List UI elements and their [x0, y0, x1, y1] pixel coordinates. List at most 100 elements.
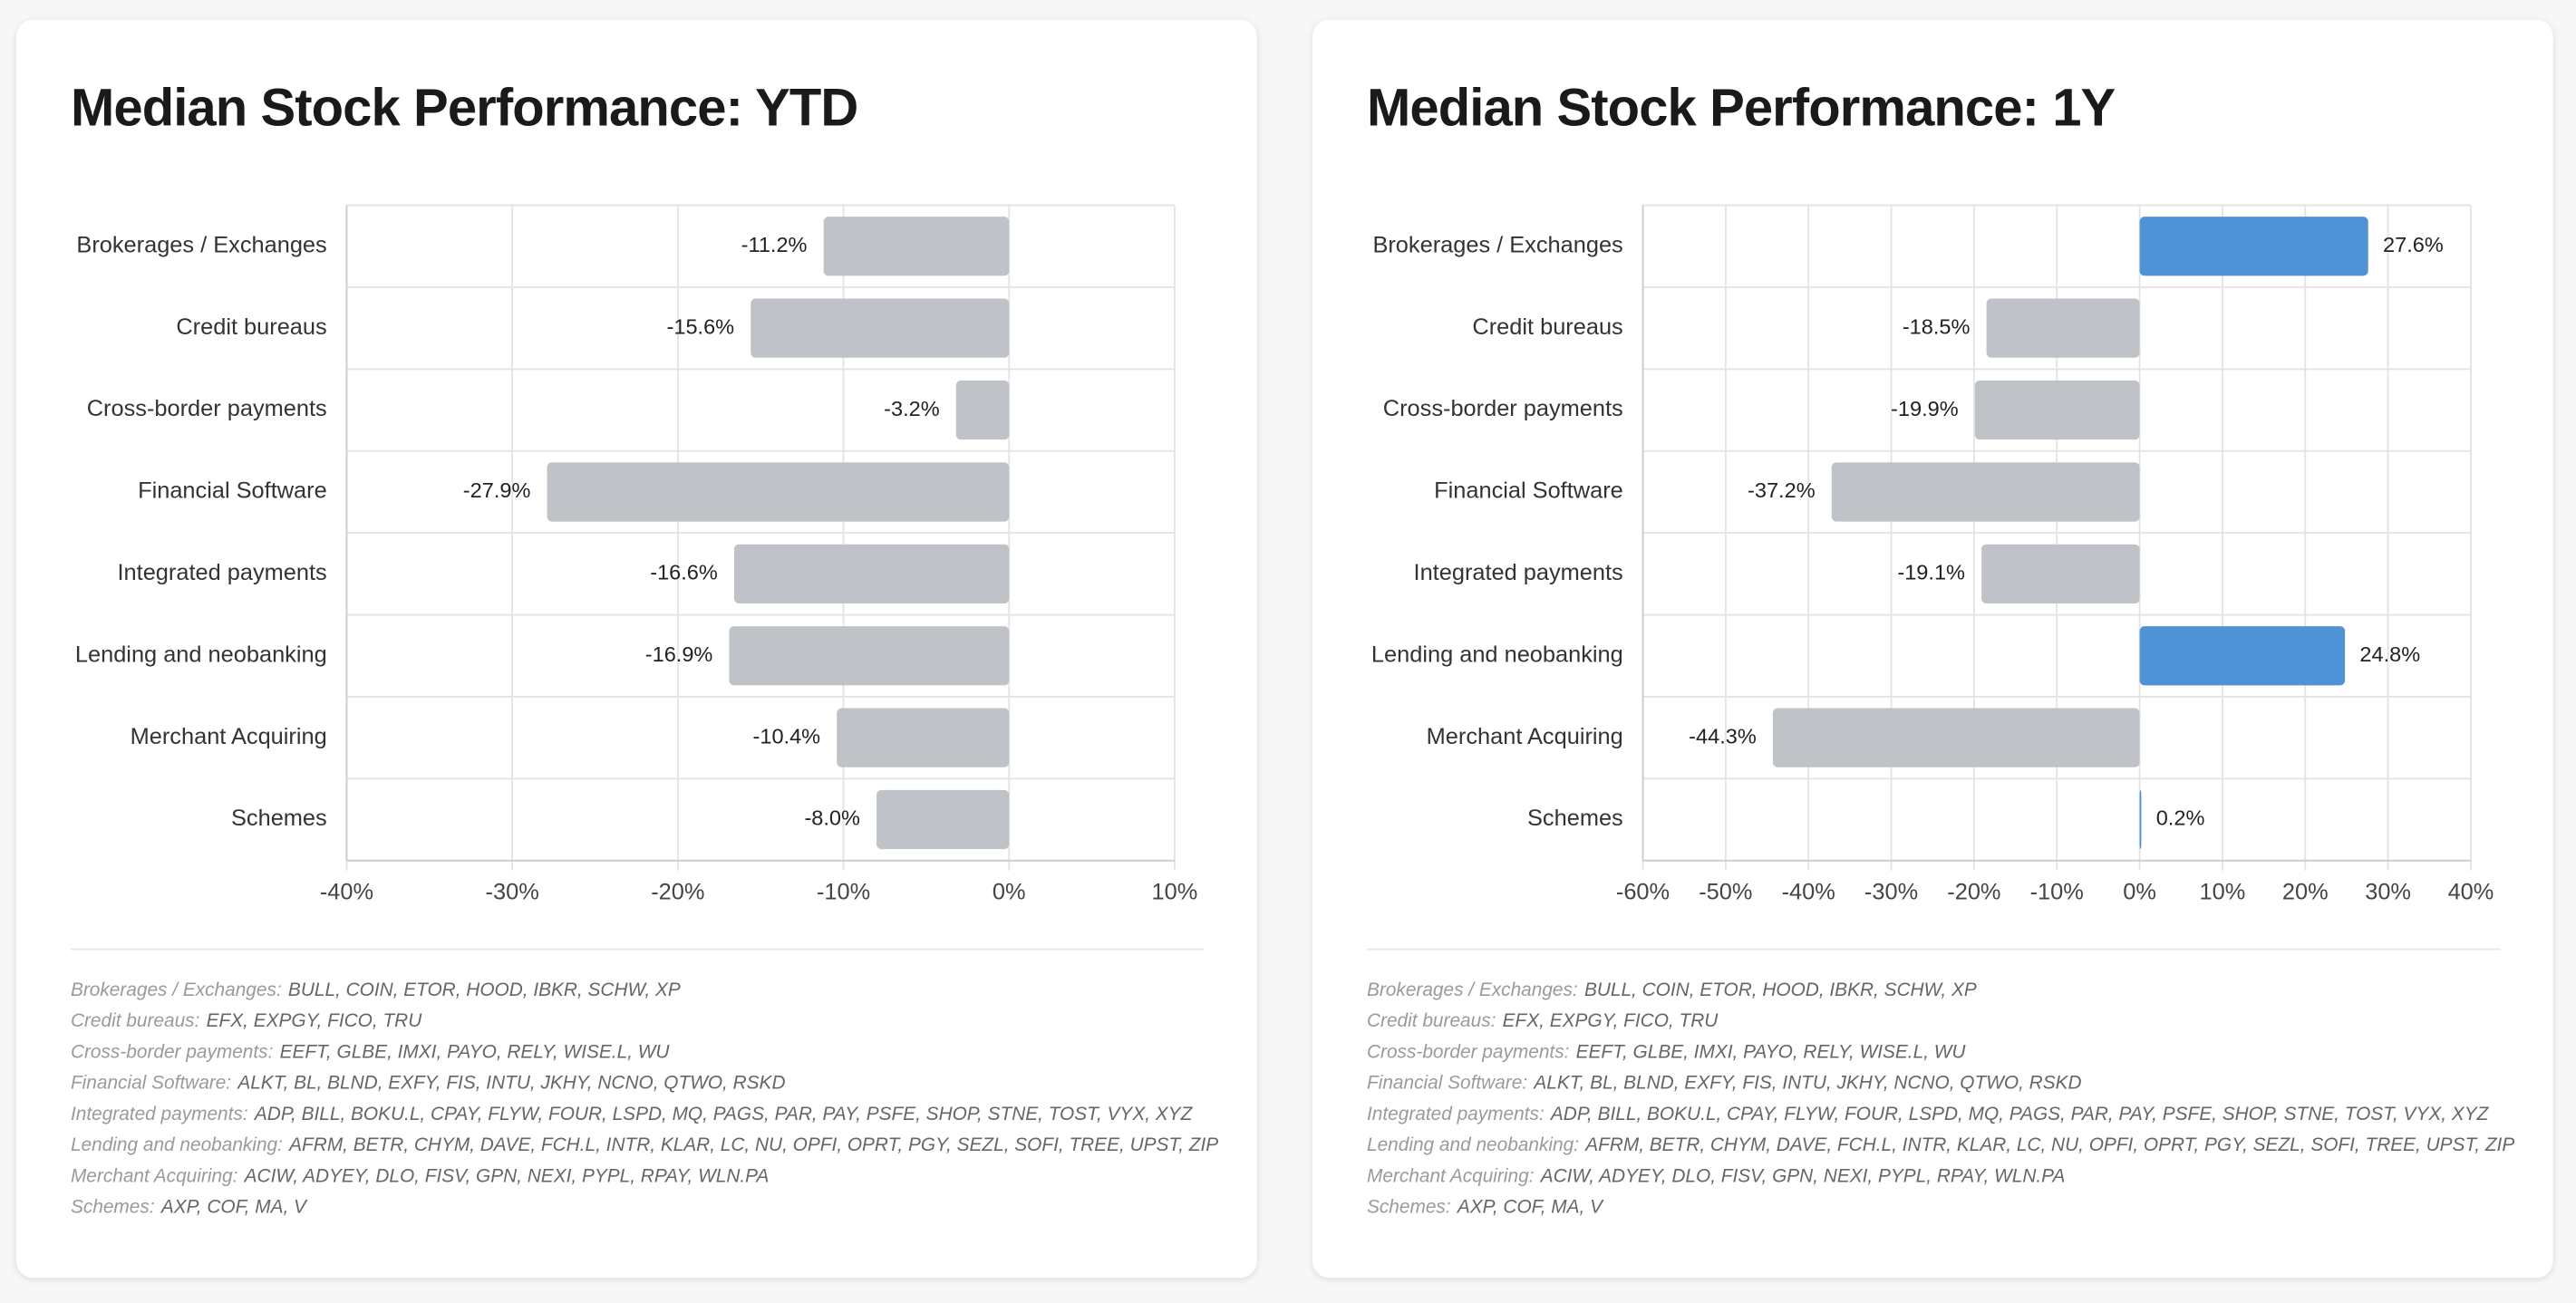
value-label: -19.1% [1897, 561, 1965, 584]
value-label: 0.2% [2156, 806, 2205, 830]
value-label: -37.2% [1748, 478, 1816, 502]
note: Financial Software: ALKT, BL, BLND, EXFY,… [1367, 1072, 2082, 1093]
value-label: -11.2% [741, 233, 808, 256]
x-tick-label: -30% [1864, 880, 1918, 905]
note-label: Brokerages / Exchanges: [71, 979, 282, 999]
note-label: Merchant Acquiring: [71, 1165, 237, 1186]
value-label: -3.2% [884, 397, 940, 420]
value-label: -44.3% [1689, 724, 1757, 748]
bar [733, 544, 1010, 603]
chart-card: Median Stock Performance: YTD -40% -30% -20… [16, 19, 1257, 1279]
note-tickers: EFX, EXPGY, FICO, TRU [207, 1010, 423, 1031]
note-tickers: AFRM, BETR, CHYM, DAVE, FCH.L, INTR, KLA… [1583, 1134, 2514, 1155]
x-tick-label: -10% [2030, 880, 2084, 905]
bar [823, 217, 1010, 276]
note-label: Credit bureaus: [1367, 1010, 1496, 1031]
value-label: 24.8% [2359, 642, 2420, 666]
bar [729, 626, 1010, 686]
value-label: -16.6% [650, 561, 718, 584]
x-tick-label: 0% [993, 880, 1026, 905]
chart-card: Median Stock Performance: 1Y -60% -50% -40%… [1312, 19, 2553, 1279]
bar [1831, 462, 2140, 522]
category-label: Financial Software [1434, 478, 1623, 504]
note: Cross-border payments: EEFT, GLBE, IMXI, … [1367, 1041, 1966, 1062]
note-label: Schemes: [71, 1196, 155, 1217]
note: Schemes: AXP, COF, MA, V [1367, 1196, 1604, 1217]
value-label: -18.5% [1903, 314, 1971, 338]
x-tick-label: -30% [486, 880, 539, 905]
note: Integrated payments: ADP, BILL, BOKU.L, C… [71, 1103, 1194, 1124]
category-label: Brokerages / Exchanges [76, 232, 326, 257]
x-tick-label: -20% [651, 880, 704, 905]
note: Brokerages / Exchanges: BULL, COIN, ETOR,… [1367, 979, 1977, 999]
note-tickers: ADP, BILL, BOKU.L, CPAY, FLYW, FOUR, LSP… [1549, 1103, 2490, 1124]
note: Lending and neobanking: AFRM, BETR, CHYM,… [71, 1134, 1218, 1155]
note-tickers: BULL, COIN, ETOR, HOOD, IBKR, SCHW, XP [288, 979, 681, 999]
note: Merchant Acquiring: ACIW, ADYEY, DLO, FIS… [71, 1165, 769, 1186]
note: Credit bureaus: EFX, EXPGY, FICO, TRU [71, 1010, 422, 1031]
note-tickers: AXP, COF, MA, V [160, 1196, 308, 1217]
note: Brokerages / Exchanges: BULL, COIN, ETOR,… [71, 979, 681, 999]
note-label: Schemes: [1367, 1196, 1451, 1217]
x-tick-label: -50% [1699, 880, 1752, 905]
bar [1772, 708, 2140, 767]
x-tick-label: 30% [2365, 880, 2411, 905]
category-label: Integrated payments [118, 560, 327, 585]
x-tick-label: -20% [1947, 880, 2000, 905]
x-tick-label: 10% [2200, 880, 2246, 905]
x-tick-label: -60% [1616, 880, 1670, 905]
note: Cross-border payments: EEFT, GLBE, IMXI, … [71, 1041, 670, 1062]
category-label: Lending and neobanking [75, 642, 327, 667]
x-tick-label: -10% [817, 880, 870, 905]
category-label: Merchant Acquiring [131, 724, 327, 749]
category-label: Financial Software [138, 478, 327, 504]
category-label: Cross-border payments [1383, 396, 1623, 421]
note-tickers: AXP, COF, MA, V [1456, 1196, 1604, 1217]
chart-title: Median Stock Performance: YTD [71, 80, 857, 138]
category-label: Schemes [1527, 806, 1623, 831]
chart-title: Median Stock Performance: 1Y [1367, 80, 2116, 138]
x-tick-label: 10% [1152, 880, 1198, 905]
bar [837, 708, 1010, 767]
note-tickers: ALKT, BL, BLND, EXFY, FIS, INTU, JKHY, N… [1532, 1072, 2081, 1093]
value-label: 27.6% [2383, 233, 2444, 256]
value-label: -10.4% [753, 724, 821, 748]
note-label: Lending and neobanking: [1367, 1134, 1579, 1155]
bar [2139, 789, 2142, 850]
category-label: Lending and neobanking [1371, 642, 1623, 667]
bar [1986, 298, 2140, 358]
note-label: Credit bureaus: [71, 1010, 199, 1031]
x-tick-label: -40% [1782, 880, 1835, 905]
note-tickers: EEFT, GLBE, IMXI, PAYO, RELY, WISE.L, WU [1576, 1041, 1967, 1062]
bar [1981, 544, 2140, 603]
value-label: -16.9% [645, 642, 713, 666]
category-label: Cross-border payments [87, 396, 327, 421]
x-tick-label: 0% [2123, 880, 2156, 905]
note: Integrated payments: ADP, BILL, BOKU.L, C… [1367, 1103, 2490, 1124]
bar [955, 380, 1010, 440]
bar [876, 789, 1010, 850]
note-tickers: ALKT, BL, BLND, EXFY, FIS, INTU, JKHY, N… [236, 1072, 785, 1093]
note: Schemes: AXP, COF, MA, V [71, 1196, 308, 1217]
note-label: Integrated payments: [1367, 1103, 1545, 1124]
note-tickers: ACIW, ADYEY, DLO, FISV, GPN, NEXI, PYPL,… [1539, 1165, 2066, 1186]
bar [2139, 217, 2368, 276]
value-label: -27.9% [463, 478, 531, 502]
note: Lending and neobanking: AFRM, BETR, CHYM,… [1367, 1134, 2514, 1155]
note-label: Integrated payments: [71, 1103, 248, 1124]
note-tickers: AFRM, BETR, CHYM, DAVE, FCH.L, INTR, KLA… [287, 1134, 1218, 1155]
note-label: Cross-border payments: [1367, 1041, 1569, 1062]
x-tick-label: -40% [320, 880, 373, 905]
note: Credit bureaus: EFX, EXPGY, FICO, TRU [1367, 1010, 1719, 1031]
bar [547, 462, 1010, 522]
note-label: Financial Software: [71, 1072, 231, 1093]
note-tickers: ACIW, ADYEY, DLO, FISV, GPN, NEXI, PYPL,… [243, 1165, 770, 1186]
note-label: Brokerages / Exchanges: [1367, 979, 1578, 999]
bar [1974, 380, 2140, 440]
value-label: -15.6% [667, 314, 735, 338]
value-label: -19.9% [1891, 397, 1959, 420]
category-label: Integrated payments [1414, 560, 1623, 585]
x-tick-label: 20% [2282, 880, 2329, 905]
